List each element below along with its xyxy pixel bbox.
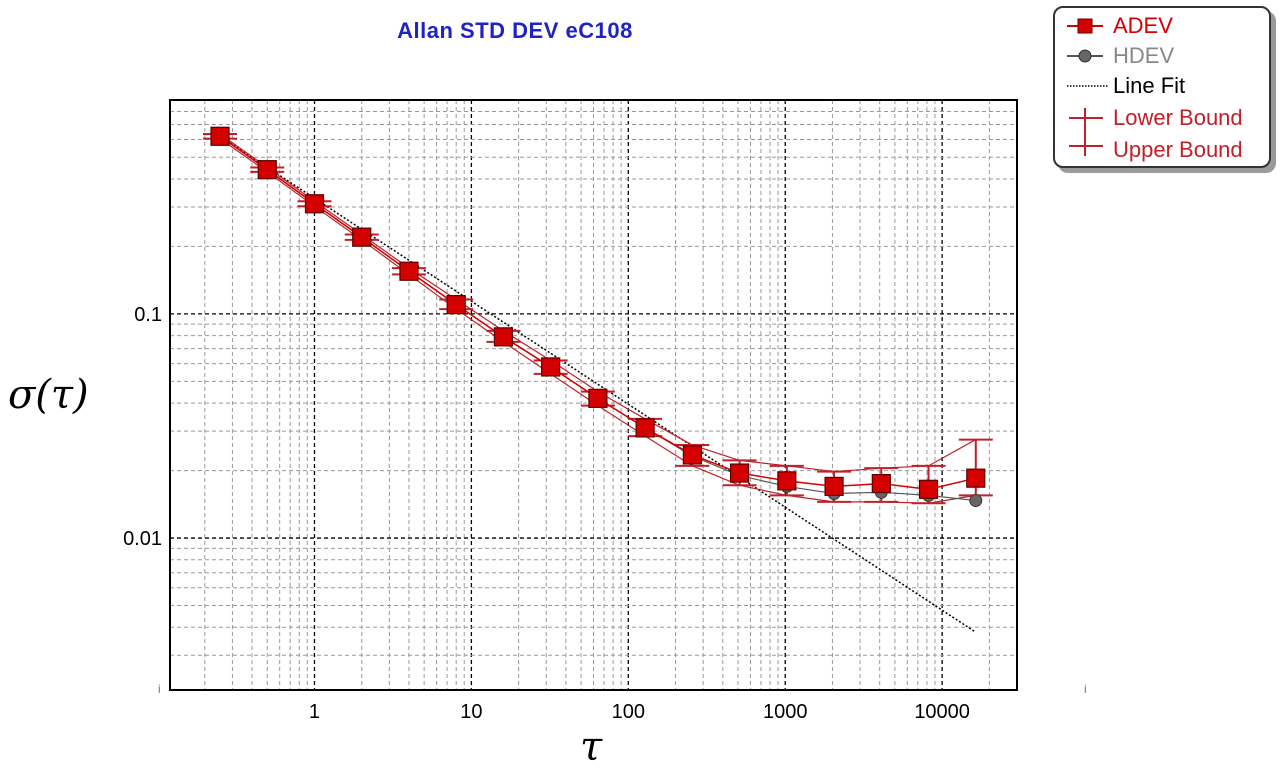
adev-point xyxy=(352,227,372,247)
y-tick-label: 0.1 xyxy=(134,304,162,326)
x-tick-label: 100 xyxy=(612,701,645,723)
upper-bound-line xyxy=(219,133,977,473)
stray-mark: i xyxy=(158,682,161,696)
line-fit-layer xyxy=(219,135,977,633)
adev-point xyxy=(918,479,939,499)
legend-item-lower-bound: Lower Bound xyxy=(1055,104,1271,156)
legend-error-bar-icon xyxy=(1069,108,1103,156)
stray-mark: i xyxy=(1084,682,1087,696)
x-tick-label: 10 xyxy=(460,701,482,723)
hdev-point xyxy=(969,494,983,508)
x-tick-label: 1000 xyxy=(763,701,808,723)
adev-point xyxy=(824,476,844,497)
adev-point xyxy=(257,160,277,180)
hdev-layer xyxy=(213,129,983,508)
tick-label-layer: 1 10 100 1000 10000 0.1 0.01 xyxy=(123,304,970,723)
legend-item-line-fit: Line Fit xyxy=(1055,72,1271,100)
bounds-layer xyxy=(203,132,993,505)
x-tick-label: 10000 xyxy=(914,701,970,723)
adev-point xyxy=(588,388,608,408)
adev-point xyxy=(966,468,986,488)
hdev-line xyxy=(219,135,976,502)
legend-dotted-line-icon xyxy=(1067,85,1109,87)
legend-label-adev: ADEV xyxy=(1113,13,1173,38)
legend-label-line-fit: Line Fit xyxy=(1113,73,1186,98)
x-tick-label: 1 xyxy=(309,701,320,723)
legend-square-marker-icon xyxy=(1067,18,1103,34)
chart-title: Allan STD DEV eC108 xyxy=(397,18,633,43)
adev-point xyxy=(682,445,702,465)
plot-frame xyxy=(169,99,1018,691)
line-fit-line xyxy=(219,135,977,633)
adev-point xyxy=(304,194,325,214)
legend: ADEV HDEV Line Fit Lower Bound Upper Bou… xyxy=(1053,6,1271,168)
y-axis-label: σ(τ) xyxy=(8,372,89,418)
adev-point xyxy=(730,463,750,483)
adev-point xyxy=(493,327,514,347)
adev-line xyxy=(219,135,976,491)
legend-label-hdev: HDEV xyxy=(1113,43,1175,68)
adev-point xyxy=(399,261,419,281)
legend-label-upper-bound: Upper Bound xyxy=(1113,137,1243,162)
lower-bound-line xyxy=(219,138,976,504)
legend-item-adev: ADEV xyxy=(1055,12,1271,40)
x-axis-label: τ xyxy=(580,724,603,770)
legend-circle-marker-icon xyxy=(1067,49,1103,63)
adev-point xyxy=(210,126,230,146)
y-tick-label: 0.01 xyxy=(123,528,162,550)
legend-item-upper-bound: Upper Bound xyxy=(1055,136,1271,164)
adev-point xyxy=(871,473,891,494)
legend-item-hdev: HDEV xyxy=(1055,42,1271,70)
legend-label-lower-bound: Lower Bound xyxy=(1113,105,1243,130)
adev-point xyxy=(446,295,466,315)
adev-point xyxy=(541,357,561,377)
adev-layer xyxy=(210,126,986,499)
adev-point xyxy=(635,418,655,438)
adev-point xyxy=(777,471,797,491)
